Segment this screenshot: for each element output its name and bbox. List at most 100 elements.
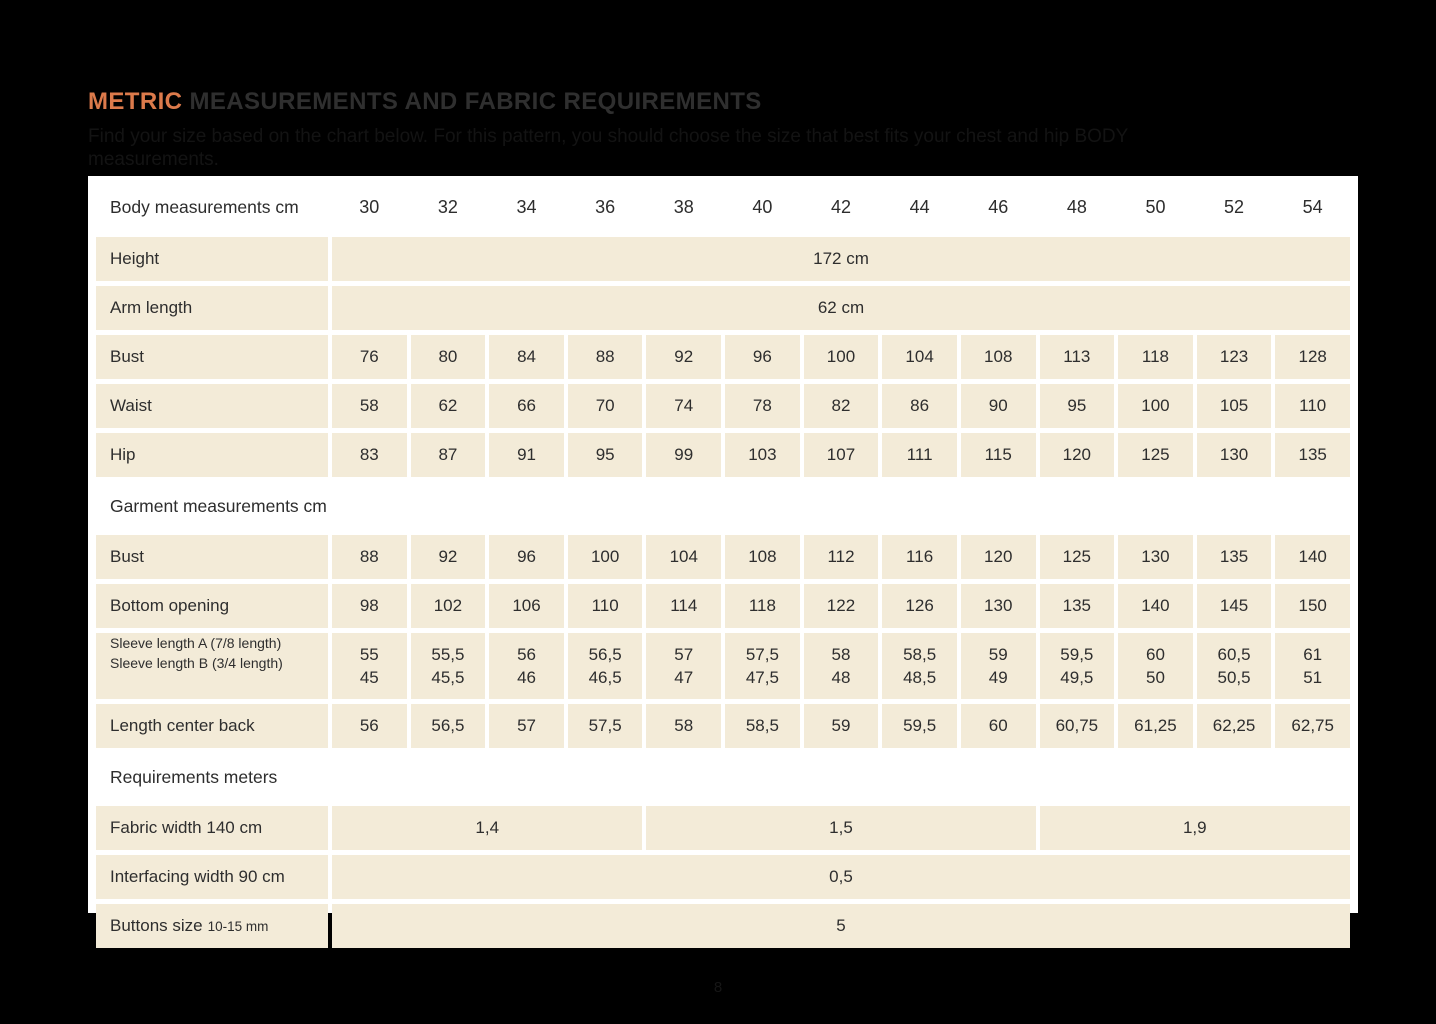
row-label: Length center back: [96, 704, 328, 748]
value-cell: 110: [1275, 384, 1350, 428]
value-cell: 86: [882, 384, 957, 428]
value-cell: 118: [725, 584, 800, 628]
value-cell: 122: [803, 584, 879, 628]
row-label: Bust: [96, 535, 328, 579]
value-cell: 58,5: [725, 704, 800, 748]
value-cell: 87: [410, 433, 486, 477]
value-cell: 61 51: [1275, 633, 1350, 699]
value-cell: 102: [410, 584, 486, 628]
table-row: Bust 76 80 84 88 92 96 100 104 108 113 118 123 128: [96, 335, 1350, 379]
size-column-header: 48: [1039, 182, 1115, 232]
value-cell: 96: [489, 535, 564, 579]
table-row: Fabric width 140 cm 1,4 1,5 1,9: [96, 806, 1350, 850]
value-cell: 99: [646, 433, 722, 477]
span-value-cell: 1,9: [1039, 806, 1350, 850]
page-header: METRIC MEASUREMENTS AND FABRIC REQUIREME…: [88, 88, 1368, 171]
value-cell: 105: [1196, 384, 1272, 428]
title-highlight: METRIC: [88, 88, 183, 115]
value-cell: 114: [646, 584, 722, 628]
value-cell: 59 49: [960, 633, 1036, 699]
page-subtitle: Find your size based on the chart below.…: [88, 126, 1128, 170]
size-column-header: 50: [1118, 182, 1193, 232]
size-column-header: 46: [960, 182, 1036, 232]
value-cell: 80: [410, 335, 486, 379]
value-cell: 70: [567, 384, 643, 428]
row-label: Bottom opening: [96, 584, 328, 628]
value-cell: 128: [1275, 335, 1350, 379]
value-cell: 60,75: [1039, 704, 1115, 748]
value-cell: 92: [646, 335, 722, 379]
value-cell: 90: [960, 384, 1036, 428]
column-header-label: Body measurements cm: [96, 182, 328, 232]
size-column-header: 32: [410, 182, 486, 232]
row-label: Interfacing width 90 cm: [96, 855, 328, 899]
title-rest: MEASUREMENTS AND FABRIC REQUIREMENTS: [182, 88, 762, 115]
table-row: Interfacing width 90 cm 0,5: [96, 855, 1350, 899]
table-row: Requirements meters: [96, 753, 1350, 801]
table-row: Garment measurements cm: [96, 482, 1350, 530]
value-cell: 130: [960, 584, 1036, 628]
value-cell: 113: [1039, 335, 1115, 379]
size-column-header: 54: [1275, 182, 1350, 232]
size-column-header: 34: [489, 182, 564, 232]
value-cell: 88: [567, 335, 643, 379]
value-cell: 104: [882, 335, 957, 379]
span-value-cell: 0,5: [332, 855, 1350, 899]
value-cell: 111: [882, 433, 957, 477]
row-label: Fabric width 140 cm: [96, 806, 328, 850]
size-column-header: 40: [725, 182, 800, 232]
value-cell: 92: [410, 535, 486, 579]
value-cell: 140: [1275, 535, 1350, 579]
value-cell: 96: [725, 335, 800, 379]
value-cell: 135: [1275, 433, 1350, 477]
value-cell: 57,5: [567, 704, 643, 748]
table-row: Waist 58 62 66 70 74 78 82 86 90 95 100 105 110: [96, 384, 1350, 428]
section-label: Garment measurements cm: [96, 482, 1350, 530]
value-cell: 123: [1196, 335, 1272, 379]
page-title: METRIC MEASUREMENTS AND FABRIC REQUIREME…: [88, 88, 1368, 116]
span-value-cell: 1,4: [332, 806, 643, 850]
row-label: Height: [96, 237, 328, 281]
value-cell: 104: [646, 535, 722, 579]
span-value-cell: 172 cm: [332, 237, 1350, 281]
value-cell: 140: [1118, 584, 1193, 628]
value-cell: 60,5 50,5: [1196, 633, 1272, 699]
value-cell: 100: [567, 535, 643, 579]
row-label: Arm length: [96, 286, 328, 330]
table-row: Buttons size 10-15 mm 5: [96, 904, 1350, 948]
size-column-header: 44: [882, 182, 957, 232]
size-column-header: 42: [803, 182, 879, 232]
table-row: Height 172 cm: [96, 237, 1350, 281]
value-cell: 56: [332, 704, 407, 748]
value-cell: 56,5: [410, 704, 486, 748]
value-cell: 56 46: [489, 633, 564, 699]
page-number: 8: [713, 979, 723, 996]
value-cell: 57: [489, 704, 564, 748]
value-cell: 135: [1039, 584, 1115, 628]
value-cell: 120: [960, 535, 1036, 579]
value-cell: 58,5 48,5: [882, 633, 957, 699]
span-value-cell: 62 cm: [332, 286, 1350, 330]
value-cell: 84: [489, 335, 564, 379]
value-cell: 83: [332, 433, 407, 477]
span-value-cell: 5: [332, 904, 1350, 948]
value-cell: 126: [882, 584, 957, 628]
value-cell: 57 47: [646, 633, 722, 699]
table-row: Bust 88 92 96 100 104 108 112 116 120 125 130 135 140: [96, 535, 1350, 579]
value-cell: 58: [332, 384, 407, 428]
table-row: Bottom opening 98 102 106 110 114 118 122 126 130…: [96, 584, 1350, 628]
value-cell: 59,5 49,5: [1039, 633, 1115, 699]
value-cell: 118: [1118, 335, 1193, 379]
value-cell: 145: [1196, 584, 1272, 628]
value-cell: 108: [725, 535, 800, 579]
value-cell: 95: [567, 433, 643, 477]
section-label: Requirements meters: [96, 753, 1350, 801]
row-label: Bust: [96, 335, 328, 379]
size-column-header: 30: [332, 182, 407, 232]
value-cell: 74: [646, 384, 722, 428]
size-column-header: 38: [646, 182, 722, 232]
value-cell: 130: [1196, 433, 1272, 477]
size-column-header: 36: [567, 182, 643, 232]
span-value-cell: 1,5: [646, 806, 1036, 850]
table-row: Length center back 56 56,5 57 57,5 58 58,5 59 59…: [96, 704, 1350, 748]
